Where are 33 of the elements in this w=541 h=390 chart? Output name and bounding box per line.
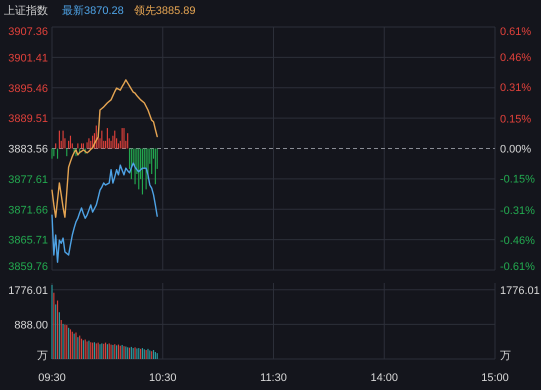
y2-tick-label: 0.31% (500, 82, 532, 94)
y2-tick-label: 0.15% (500, 114, 532, 126)
y-tick-label: 3865.71 (8, 234, 48, 247)
line-series (51, 162, 158, 263)
line-series (51, 79, 158, 218)
y-tick-label: 3895.46 (8, 82, 48, 95)
text: 万 (500, 350, 511, 362)
y2-tick-label: -0.31% (500, 205, 536, 218)
x-tick-label: 09:30 (38, 372, 66, 384)
y-tick-label: 888.00 (14, 319, 48, 332)
y2-tick-label: -0.15% (500, 173, 536, 186)
y2-tick-label: -0.46% (500, 235, 536, 248)
x-tick-label: 10:30 (148, 372, 177, 384)
x-tick-label: 11:30 (260, 372, 287, 384)
y-tick-label: 3871.66 (8, 204, 48, 216)
x-tick-label: 15:00 (481, 372, 509, 384)
y-tick-label: 3907.36 (8, 26, 48, 38)
text: 1776.01 (500, 284, 540, 297)
y-tick-label: 3889.51 (8, 113, 48, 126)
y2-tick-label: 0.61% (500, 26, 532, 38)
y-tick-label: 1776.01 (8, 284, 48, 297)
y2-tick-label: 0.00% (500, 144, 532, 156)
y-tick-label: 3877.61 (8, 174, 48, 186)
y-tick-label: 3859.76 (8, 261, 48, 273)
y2-tick-label: -0.61% (500, 261, 536, 273)
text: 领先3885.89 (134, 5, 196, 17)
y-tick-label: 万 (37, 350, 48, 362)
y-tick-label: 3901.41 (8, 52, 48, 64)
text: 最新3870.28 (62, 5, 124, 17)
x-tick-label: 14:00 (370, 372, 398, 384)
y2-tick-label: 0.46% (500, 52, 532, 64)
y-tick-label: 3883.56 (8, 144, 48, 156)
chart-title: 上证指数 (4, 4, 48, 17)
